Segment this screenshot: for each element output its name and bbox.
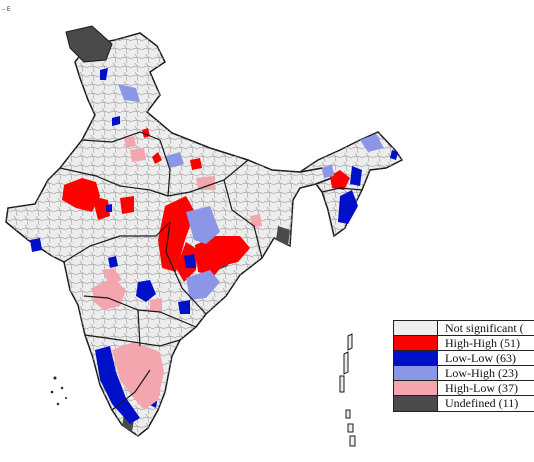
legend-label: Low-Low (63) [445,351,516,365]
legend-item: High-Low (37) [394,381,534,396]
legend-swatch [394,366,438,380]
legend-item: Not significant ( [394,321,534,336]
legend-swatch [394,321,438,335]
legend-item: Undefined (11) [394,396,534,411]
legend-swatch [394,396,438,411]
corner-mark: – E [2,6,11,13]
legend-label: High-Low (37) [445,381,518,395]
legend-label: Low-High (23) [445,366,518,380]
legend-swatch [394,381,438,395]
legend-label: Undefined (11) [445,396,519,410]
legend-swatch [394,351,438,365]
legend-item: Low-Low (63) [394,351,534,366]
legend-swatch [394,336,438,350]
legend-item: Low-High (23) [394,366,534,381]
legend-label: Not significant ( [445,321,524,335]
legend-label: High-High (51) [445,336,520,350]
legend-item: High-High (51) [394,336,534,351]
legend: Not significant (High-High (51) Low-Low (… [393,320,534,412]
